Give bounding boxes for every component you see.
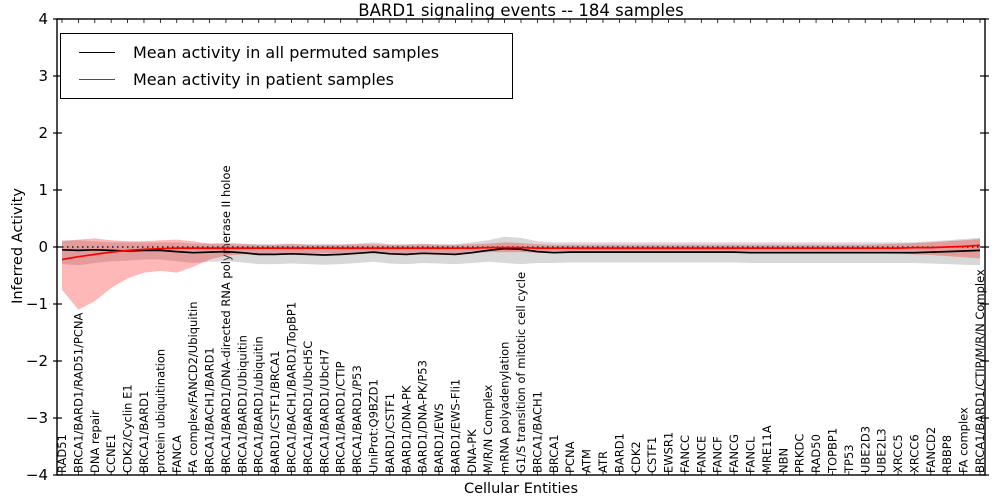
x-tick-label: BARD1/EWS <box>432 403 446 473</box>
x-tick-label: FANCG <box>727 434 741 473</box>
x-tick-label: FANCF <box>711 436 725 473</box>
x-tick-label: BRCA1/BARD1/CTIP/M/R/N Complex <box>973 269 987 473</box>
x-tick-label: BRCA1/BACH1/BARD1 <box>203 347 217 473</box>
x-tick-label: FA complex/FANCD2/Ubiquitin <box>186 302 200 473</box>
legend-label-patient: Mean activity in patient samples <box>133 70 394 89</box>
x-tick-label: BRCA1/BARD1/DNA-directed RNA polymerase … <box>219 165 233 473</box>
x-tick-label: DNA-PK <box>465 429 479 473</box>
legend-line-black-icon <box>79 52 115 53</box>
y-tick-label: 1 <box>38 181 48 199</box>
x-tick-label: BARD1/CSTF1/BRCA1 <box>268 351 282 473</box>
confidence-band <box>62 238 980 310</box>
x-axis-label: Cellular Entities <box>463 481 579 497</box>
x-tick-label: RAD51 <box>55 434 69 473</box>
series-line <box>61 247 981 256</box>
x-tick-label: BRCA1/BARD1 <box>137 391 151 473</box>
x-tick-label: TP53 <box>842 444 856 474</box>
x-tick-label: MRE11A <box>760 425 774 473</box>
x-tick-label: UBE2D3 <box>858 426 872 473</box>
legend-item-patient: Mean activity in patient samples <box>71 66 502 93</box>
x-tick-label: FANCE <box>694 436 708 473</box>
x-tick-label: protein ubiquitination <box>153 349 167 473</box>
x-tick-label: BRCA1/BARD1/Ubiquitin <box>235 335 249 473</box>
x-tick-label: BARD1/EWS-Fli1 <box>448 379 462 473</box>
x-tick-label: BARD1 <box>612 433 626 473</box>
x-tick-label: BRCA1/BARD1/UbcH7 <box>317 349 331 473</box>
x-tick-label: BRCA1/BARD1/RAD51/PCNA <box>71 312 85 473</box>
x-tick-label: mRNA polyadenylation <box>498 342 512 473</box>
y-tick-label: 4 <box>38 10 48 28</box>
x-tick-label: BRCA1/BARD1/UbcH5C <box>301 341 315 473</box>
x-tick-label: BARD1/DNA-PK/P53 <box>416 360 430 473</box>
legend-line-red-icon <box>79 79 115 80</box>
x-tick-label: M/R/N Complex <box>481 384 495 473</box>
x-tick-label: BARD1/CSTF1 <box>383 393 397 473</box>
legend-item-permuted: Mean activity in all permuted samples <box>71 39 502 66</box>
x-tick-label: BRCA1/BARD1/ubiquitin <box>252 336 266 473</box>
legend: Mean activity in all permuted samples Me… <box>60 33 513 99</box>
y-tick-label: 0 <box>38 238 48 256</box>
x-tick-label: FA complex <box>957 407 971 473</box>
x-tick-label: BARD1/DNA-PK <box>399 385 413 473</box>
x-tick-label: BRCA1/BARD1/CTIP <box>334 361 348 473</box>
x-tick-label: PRKDC <box>793 434 807 473</box>
x-tick-label: NBN <box>776 448 790 473</box>
y-tick-label: −4 <box>26 466 48 484</box>
x-tick-label: CDK2 <box>629 441 643 473</box>
x-tick-label: EWSR1 <box>662 432 676 473</box>
x-tick-label: UBE2L3 <box>875 428 889 473</box>
x-tick-label: FANCL <box>744 436 758 473</box>
chart-title: BARD1 signaling events -- 184 samples <box>358 1 684 20</box>
x-tick-label: BRCA1/BACH1 <box>530 391 544 473</box>
y-tick-label: 2 <box>38 124 48 142</box>
x-tick-label: PCNA <box>563 441 577 473</box>
x-tick-label: FANCA <box>170 435 184 473</box>
x-tick-label: BRCA1/BARD1/P53 <box>350 365 364 473</box>
x-tick-label: FANCC <box>678 435 692 473</box>
x-tick-label: ATR <box>596 451 610 473</box>
y-tick-label: 3 <box>38 67 48 85</box>
x-tick-label: CCNE1 <box>104 434 118 473</box>
x-tick-label: XRCC6 <box>907 434 921 473</box>
y-tick-label: −3 <box>26 409 48 427</box>
y-tick-label: −2 <box>26 352 48 370</box>
x-tick-label: DNA repair <box>88 410 102 473</box>
x-tick-label: G1/S transition of mitotic cell cycle <box>514 272 528 473</box>
y-tick-label: −1 <box>26 295 48 313</box>
x-tick-label: BRCA1 <box>547 434 561 473</box>
x-tick-label: BRCA1/BACH1/BARD1/TopBP1 <box>285 302 299 473</box>
series-line <box>61 244 981 261</box>
x-tick-label: CSTF1 <box>645 437 659 473</box>
x-tick-label: TOPBP1 <box>826 428 840 474</box>
x-tick-label: FANCD2 <box>924 427 938 473</box>
x-tick-label: ATM <box>580 449 594 473</box>
x-tick-label: CDK2/Cyclin E1 <box>121 384 135 473</box>
confidence-band <box>62 236 980 266</box>
legend-label-permuted: Mean activity in all permuted samples <box>133 43 440 62</box>
x-tick-label: RAD50 <box>809 434 823 473</box>
x-tick-label: UniProt:Q9BZD1 <box>367 379 381 473</box>
x-tick-label: RBBP8 <box>940 435 954 473</box>
x-tick-label: XRCC5 <box>891 434 905 473</box>
